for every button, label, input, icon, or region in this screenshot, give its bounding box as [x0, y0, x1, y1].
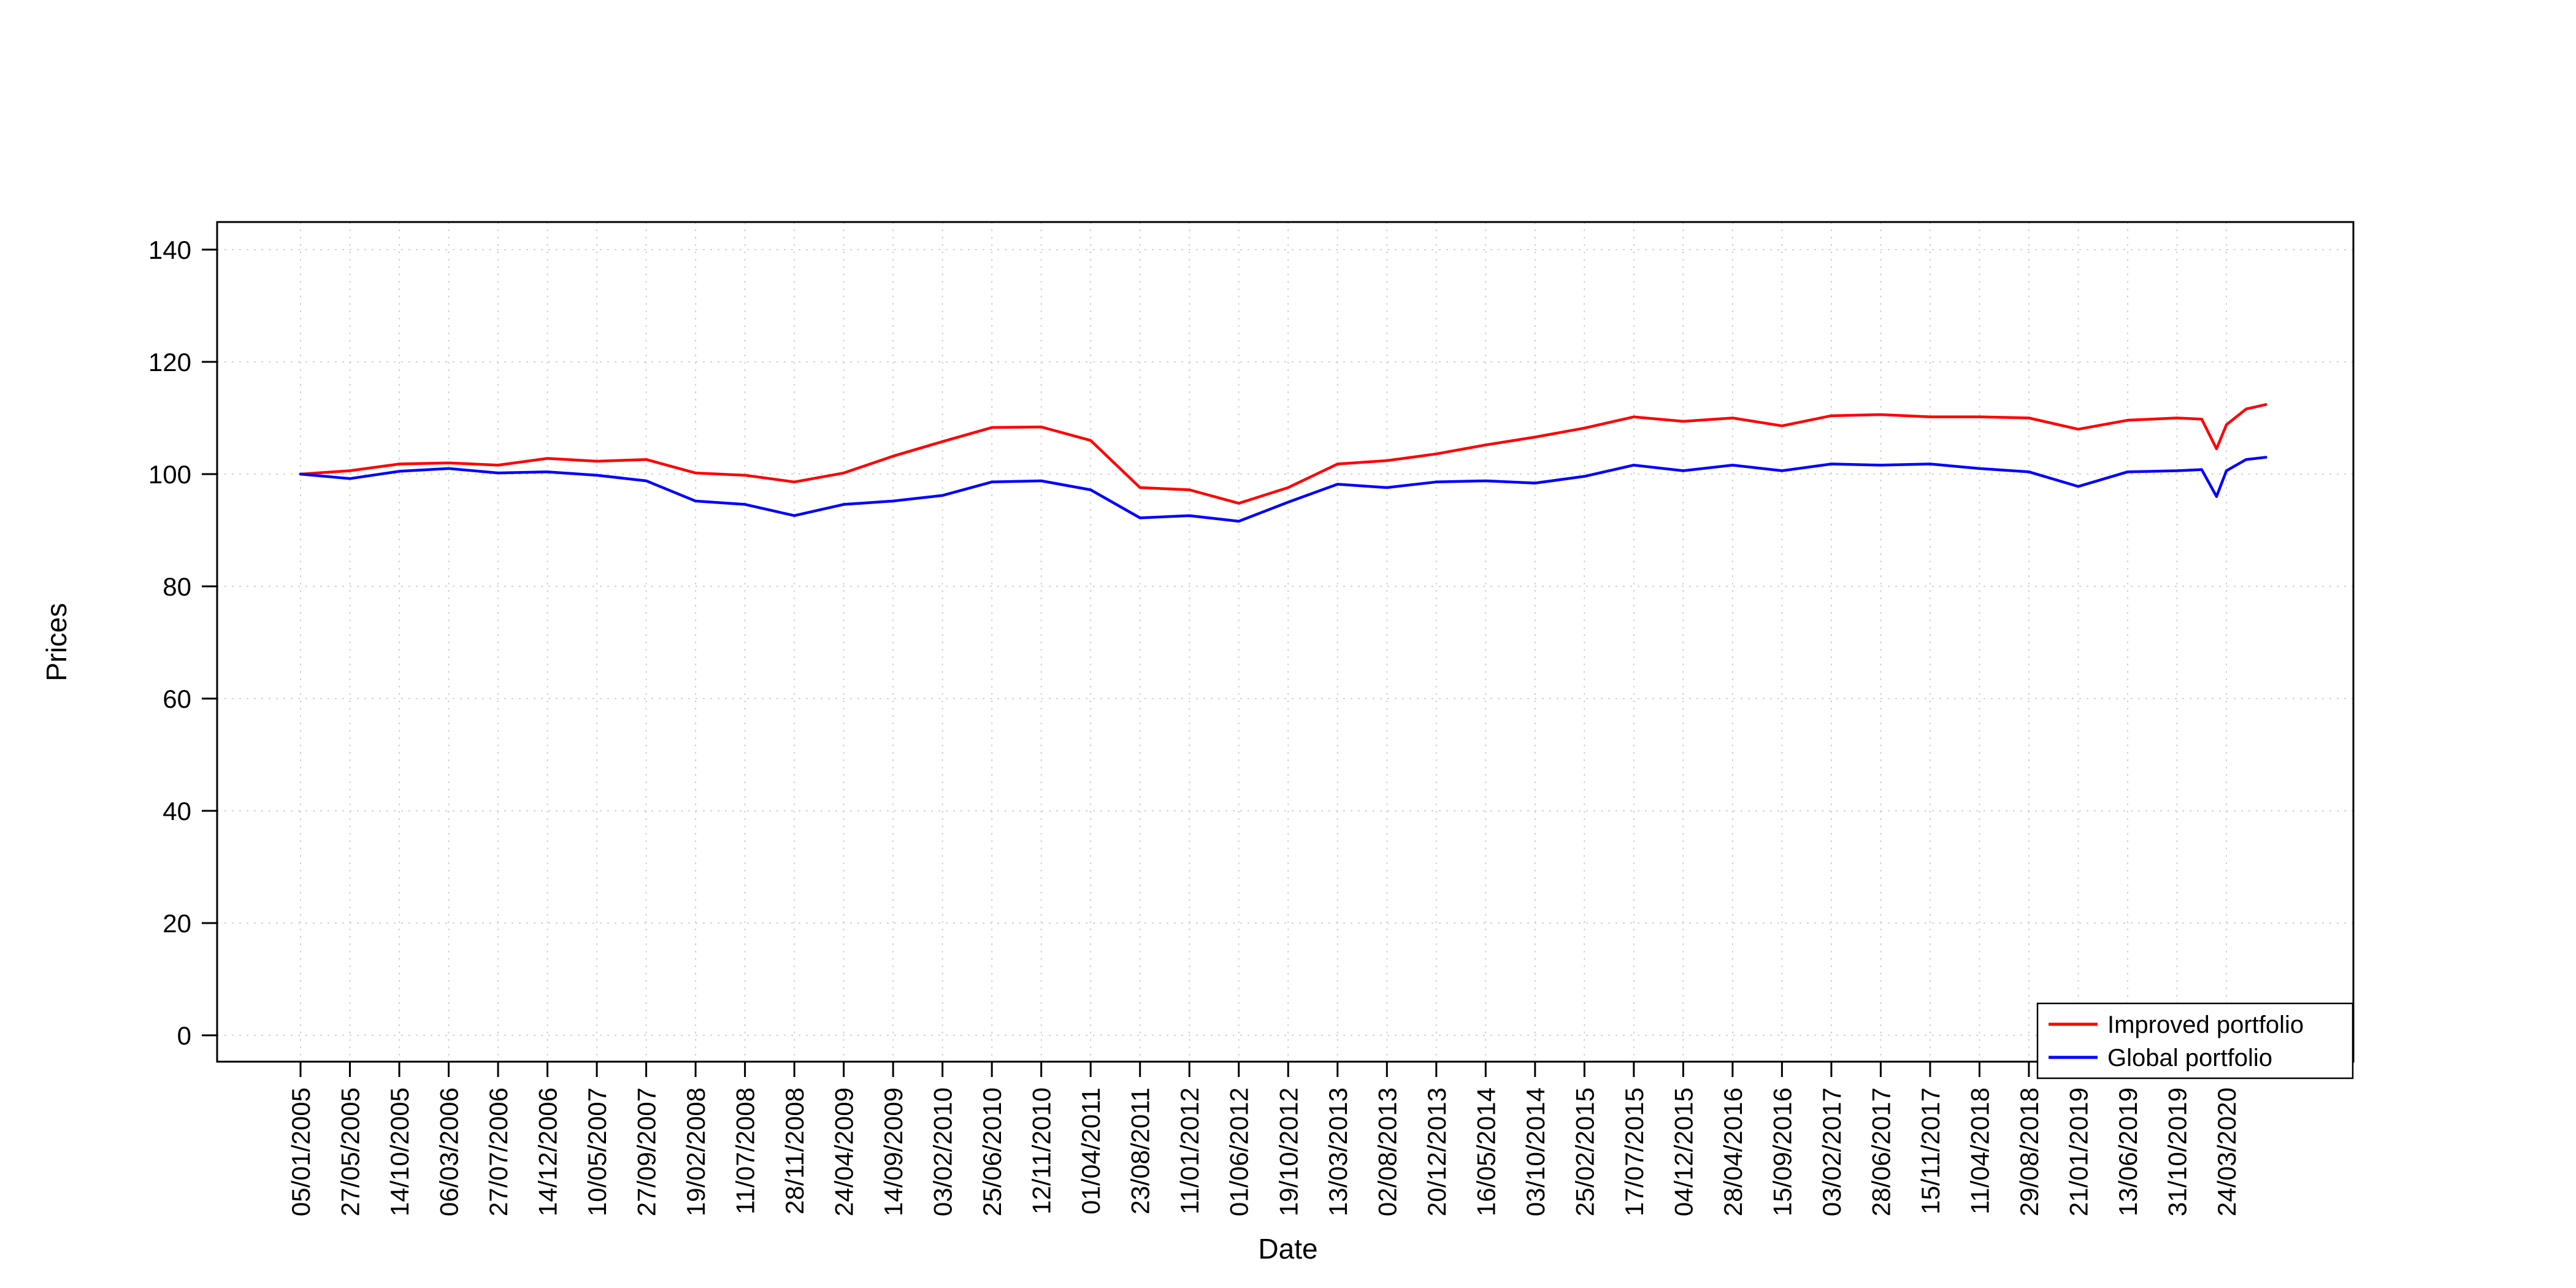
x-tick-label: 03/10/2014	[1521, 1087, 1550, 1216]
y-tick-label: 80	[163, 572, 191, 601]
plot-border	[216, 221, 2355, 1063]
y-tick-label: 100	[148, 460, 191, 489]
x-tick-label: 29/08/2018	[2015, 1087, 2044, 1216]
x-tick-label: 05/01/2005	[286, 1087, 315, 1216]
y-tick-label: 140	[148, 236, 191, 264]
x-tick-label: 20/12/2013	[1422, 1087, 1451, 1216]
y-tick-label: 40	[163, 797, 191, 826]
y-tick-label: 20	[163, 909, 191, 938]
x-tick-label: 27/05/2005	[336, 1087, 365, 1216]
y-axis-title: Prices	[40, 603, 72, 681]
y-tick-label: 0	[177, 1021, 191, 1050]
x-tick-label: 03/02/2010	[929, 1087, 957, 1216]
y-axis: 0 20 40 60 80 100 120 140	[148, 236, 217, 1050]
y-tick-label: 60	[163, 684, 191, 713]
x-tick-label: 28/04/2016	[1719, 1087, 1747, 1216]
x-tick-label: 04/12/2015	[1669, 1087, 1698, 1216]
x-tick-label: 24/03/2020	[2212, 1087, 2241, 1216]
x-tick-label: 28/11/2008	[780, 1087, 809, 1214]
x-tick-label: 14/12/2006	[534, 1087, 562, 1216]
x-tick-label: 19/02/2008	[681, 1087, 710, 1216]
legend-box	[2036, 1002, 2354, 1079]
x-tick-label: 12/11/2010	[1027, 1087, 1056, 1214]
x-tick-label: 11/04/2018	[1965, 1087, 1994, 1214]
legend-label: Improved portfolio	[2107, 1011, 2304, 1038]
x-tick-label: 25/06/2010	[978, 1087, 1006, 1216]
x-tick-label: 03/02/2017	[1817, 1087, 1846, 1216]
legend-label: Global portfolio	[2107, 1045, 2272, 1071]
x-tick-label: 15/11/2017	[1916, 1087, 1945, 1214]
x-tick-label: 15/09/2016	[1768, 1087, 1796, 1216]
x-tick-label: 11/07/2008	[731, 1087, 760, 1214]
series-global-portfolio	[299, 456, 2267, 523]
x-tick-label: 25/02/2015	[1570, 1087, 1599, 1216]
series-line-improved	[299, 403, 2267, 505]
x-tick-label: 11/01/2012	[1175, 1087, 1204, 1214]
x-tick-label: 19/10/2012	[1274, 1087, 1303, 1216]
x-tick-label: 24/04/2009	[830, 1087, 859, 1216]
series-line-global	[299, 456, 2267, 523]
x-tick-label: 16/05/2014	[1471, 1087, 1500, 1216]
legend: Improved portfolio Global portfolio	[2036, 1002, 2354, 1079]
x-tick-label: 01/06/2012	[1225, 1087, 1254, 1216]
x-tick-label: 13/03/2013	[1324, 1087, 1352, 1216]
x-tick-label: 02/08/2013	[1373, 1087, 1401, 1216]
x-axis: 05/01/2005 27/05/2005 14/10/2005 06/03/2006…	[286, 1062, 2241, 1216]
x-tick-label: 27/09/2007	[632, 1087, 661, 1216]
y-tick-label: 120	[148, 348, 191, 377]
x-tick-label: 13/06/2019	[2114, 1087, 2142, 1216]
x-tick-label: 14/10/2005	[385, 1087, 414, 1216]
x-tick-label: 01/04/2011	[1076, 1087, 1105, 1214]
x-tick-label: 14/09/2009	[879, 1087, 908, 1216]
grid	[217, 222, 2353, 1062]
x-tick-label: 17/07/2015	[1620, 1087, 1649, 1216]
x-tick-label: 28/06/2017	[1866, 1087, 1895, 1216]
x-tick-label: 31/10/2019	[2163, 1087, 2191, 1216]
plot-border-box	[216, 221, 2355, 1063]
series-improved-portfolio	[299, 403, 2267, 505]
x-tick-label: 27/07/2006	[484, 1087, 513, 1216]
x-tick-label: 21/01/2019	[2064, 1087, 2093, 1216]
x-tick-label: 10/05/2007	[583, 1087, 611, 1216]
x-axis-title: Date	[1258, 1233, 1317, 1265]
x-tick-label: 06/03/2006	[435, 1087, 464, 1216]
x-tick-label: 23/08/2011	[1126, 1087, 1155, 1214]
